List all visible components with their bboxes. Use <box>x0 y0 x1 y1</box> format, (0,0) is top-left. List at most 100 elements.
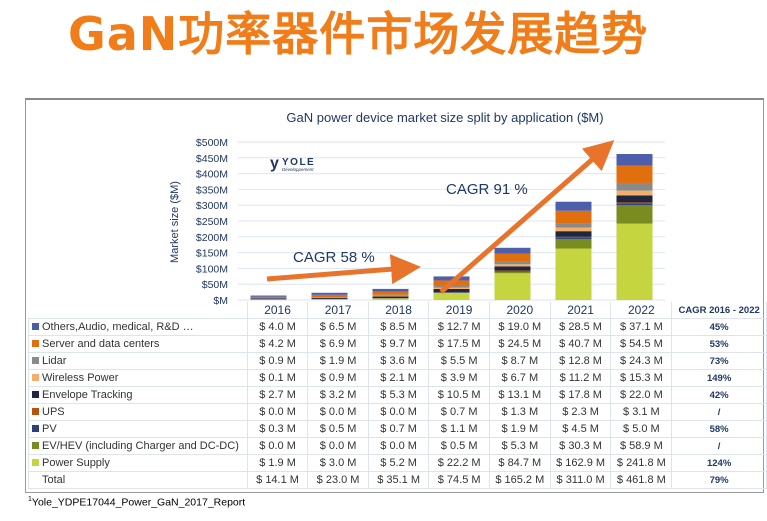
value-cell: $ 5.5 M <box>428 352 490 370</box>
cagr-58-annotation: CAGR 58 % <box>293 249 375 266</box>
cagr-cell: 58% <box>671 420 767 438</box>
series-label: Others,Audio, medical, R&D … <box>28 318 248 336</box>
series-label: EV/HEV (including Charger and DC-DC) <box>28 437 248 455</box>
bar-segment-2017-7 <box>311 294 348 297</box>
value-cell: $ 24.3 M <box>610 352 673 370</box>
series-label: UPS <box>28 403 248 421</box>
table-row: PV $ 0.3 M $ 0.5 M $ 0.7 M $ 1.1 M $ 1.9 M $ 4… <box>28 420 767 438</box>
x-tick-label: 2017 <box>307 302 369 319</box>
legend-swatch <box>32 357 39 364</box>
value-cell: $ 10.5 M <box>428 386 490 404</box>
value-cell: $ 0.0 M <box>307 403 369 421</box>
cagr-cell: 149% <box>671 369 767 387</box>
value-cell: $ 3.0 M <box>307 454 369 472</box>
series-name: Wireless Power <box>42 372 119 384</box>
value-cell: $ 54.5 M <box>610 335 673 353</box>
value-cell: $ 12.7 M <box>428 318 490 336</box>
bar-segment-2021-0 <box>555 248 592 300</box>
value-cell: $ 2.3 M <box>549 403 612 421</box>
y-axis-label: Market size ($M) <box>169 181 181 263</box>
legend-swatch <box>32 391 39 398</box>
value-cell: $ 4.5 M <box>549 420 612 438</box>
bar-segment-2020-1 <box>494 271 531 274</box>
table-row: Lidar $ 0.9 M $ 1.9 M $ 3.6 M $ 5.5 M $ 8.7 M… <box>28 352 767 370</box>
total-label: Total <box>28 471 248 489</box>
chart-frame <box>25 98 764 493</box>
bar-segment-2019-6 <box>433 285 470 288</box>
value-cell: $ 1.1 M <box>428 420 490 438</box>
bar-segment-2022-4 <box>616 195 653 203</box>
value-cell: $ 0.0 M <box>307 437 369 455</box>
bar-segment-2018-5 <box>372 295 409 297</box>
cagr-cell: 42% <box>671 386 767 404</box>
series-name: Server and data centers <box>42 338 160 350</box>
y-tick-label: $150M <box>196 248 228 260</box>
bar-segment-2016-4 <box>250 298 287 300</box>
value-cell: $ 6.9 M <box>307 335 369 353</box>
series-name: Lidar <box>42 355 67 367</box>
bar-segment-2019-5 <box>433 287 470 289</box>
total-cell: $ 165.2 M <box>488 471 551 489</box>
chart-title: GaN power device market size split by ap… <box>286 110 603 125</box>
bar-segment-2020-6 <box>494 261 531 265</box>
value-cell: $ 5.0 M <box>610 420 673 438</box>
value-cell: $ 5.2 M <box>367 454 430 472</box>
x-tick-label: 2022 <box>610 302 673 319</box>
legend-swatch <box>32 374 39 381</box>
value-cell: $ 2.7 M <box>246 386 309 404</box>
y-tick-label: $200M <box>196 232 228 244</box>
data-table: 2016 2017 2018 2019 2020 2021 2022 CAGR 2016 - … <box>28 302 767 489</box>
value-cell: $ 0.7 M <box>428 403 490 421</box>
value-cell: $ 0.9 M <box>246 352 309 370</box>
series-label: PV <box>28 420 248 438</box>
y-tick-label: $500M <box>196 137 228 149</box>
bar-segment-2022-1 <box>616 204 653 224</box>
svg-text:Développement: Développement <box>282 167 314 172</box>
series-name: PV <box>42 423 57 435</box>
value-cell: $ 6.5 M <box>307 318 369 336</box>
slide-title: GaN功率器件市场发展趋势 <box>68 7 649 61</box>
value-cell: $ 22.0 M <box>610 386 673 404</box>
value-cell: $ 22.2 M <box>428 454 490 472</box>
bar-segment-2018-8 <box>372 288 409 292</box>
value-cell: $ 6.7 M <box>488 369 551 387</box>
value-cell: $ 4.2 M <box>246 335 309 353</box>
cagr-arrow-1 <box>266 254 421 285</box>
x-tick-label: 2019 <box>428 302 490 319</box>
bar-segment-2022-2 <box>616 203 653 205</box>
bar-segment-2019-8 <box>433 276 470 281</box>
value-cell: $ 1.9 M <box>246 454 309 472</box>
footnote-marker: 1 <box>28 496 32 503</box>
bar-segment-2021-4 <box>555 231 592 237</box>
x-tick-label: 2021 <box>549 302 612 319</box>
header-spacer <box>29 302 248 319</box>
series-name: Others,Audio, medical, R&D … <box>42 321 194 333</box>
value-cell: $ 12.8 M <box>549 352 612 370</box>
value-cell: $ 40.7 M <box>549 335 612 353</box>
bar-segment-2021-3 <box>555 236 592 238</box>
total-cell: $ 311.0 M <box>549 471 612 489</box>
bar-segment-2020-0 <box>494 273 531 300</box>
footnote: 1Yole_YDPE17044_Power_GaN_2017_Report <box>28 496 245 509</box>
cagr-cell: 45% <box>671 318 767 336</box>
series-label: Power Supply <box>28 454 248 472</box>
bar-segment-2020-5 <box>494 264 531 267</box>
value-cell: $ 241.8 M <box>610 454 673 472</box>
table-row: Server and data centers $ 4.2 M $ 6.9 M $ 9… <box>28 335 767 353</box>
total-cagr-cell: 79% <box>671 471 767 489</box>
table-row: EV/HEV (including Charger and DC-DC) $ 0.… <box>28 437 767 455</box>
y-tick-label: $100M <box>196 263 228 275</box>
cagr-arrow-2 <box>439 140 615 294</box>
footnote-text: Yole_YDPE17044_Power_GaN_2017_Report <box>31 496 246 509</box>
value-cell: $ 0.0 M <box>246 437 309 455</box>
value-cell: $ 3.1 M <box>610 403 673 421</box>
value-cell: $ 1.9 M <box>307 352 369 370</box>
bar-segment-2020-8 <box>494 247 531 254</box>
value-cell: $ 28.5 M <box>549 318 612 336</box>
y-tick-label: $M <box>213 295 228 307</box>
value-cell: $ 0.0 M <box>367 403 430 421</box>
series-name: Envelope Tracking <box>42 389 133 401</box>
bar-segment-2022-3 <box>616 202 653 204</box>
